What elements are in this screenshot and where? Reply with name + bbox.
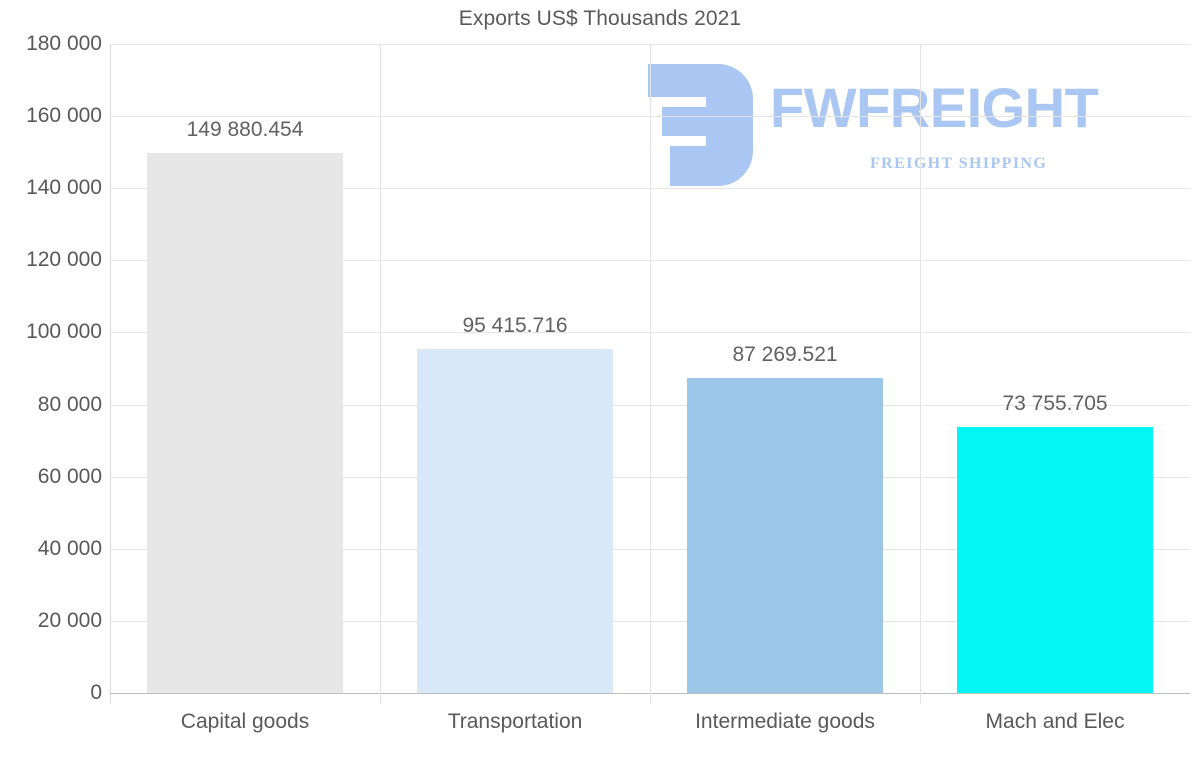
x-axis-category-label: Mach and Elec: [985, 710, 1125, 733]
y-axis-tick-label: 60 000: [37, 464, 102, 488]
y-axis-tick-label: 20 000: [37, 608, 102, 632]
bar[interactable]: [416, 348, 614, 693]
y-axis-tick-label: 0: [90, 681, 102, 704]
y-axis-tick-label: 80 000: [37, 392, 102, 416]
category-separator: [920, 44, 921, 704]
bar-value-label: 95 415.716: [462, 313, 568, 337]
y-axis-tick-label: 180 000: [26, 32, 102, 55]
y-axis-tick-label: 40 000: [37, 536, 102, 560]
y-axis-line: [110, 44, 111, 704]
y-axis-tick-label: 120 000: [26, 248, 102, 272]
x-axis-category-label: Transportation: [447, 710, 583, 733]
chart-title: Exports US$ Thousands 2021: [458, 7, 742, 30]
x-axis-category-label: Capital goods: [180, 710, 310, 733]
category-separator: [650, 44, 651, 704]
bar-value-label: 149 880.454: [186, 117, 304, 141]
x-axis-category-label: Intermediate goods: [695, 710, 875, 733]
y-axis-tick-label: 160 000: [26, 104, 102, 128]
bar[interactable]: [956, 427, 1154, 693]
bar[interactable]: [686, 378, 884, 693]
bar-value-label: 73 755.705: [1002, 392, 1108, 416]
category-separator: [380, 44, 381, 704]
plot-area: [110, 44, 1190, 704]
y-axis-tick-label: 100 000: [26, 320, 102, 344]
y-axis-tick-label: 140 000: [26, 176, 102, 200]
bar-value-label: 87 269.521: [732, 343, 838, 367]
bar[interactable]: [146, 152, 344, 693]
